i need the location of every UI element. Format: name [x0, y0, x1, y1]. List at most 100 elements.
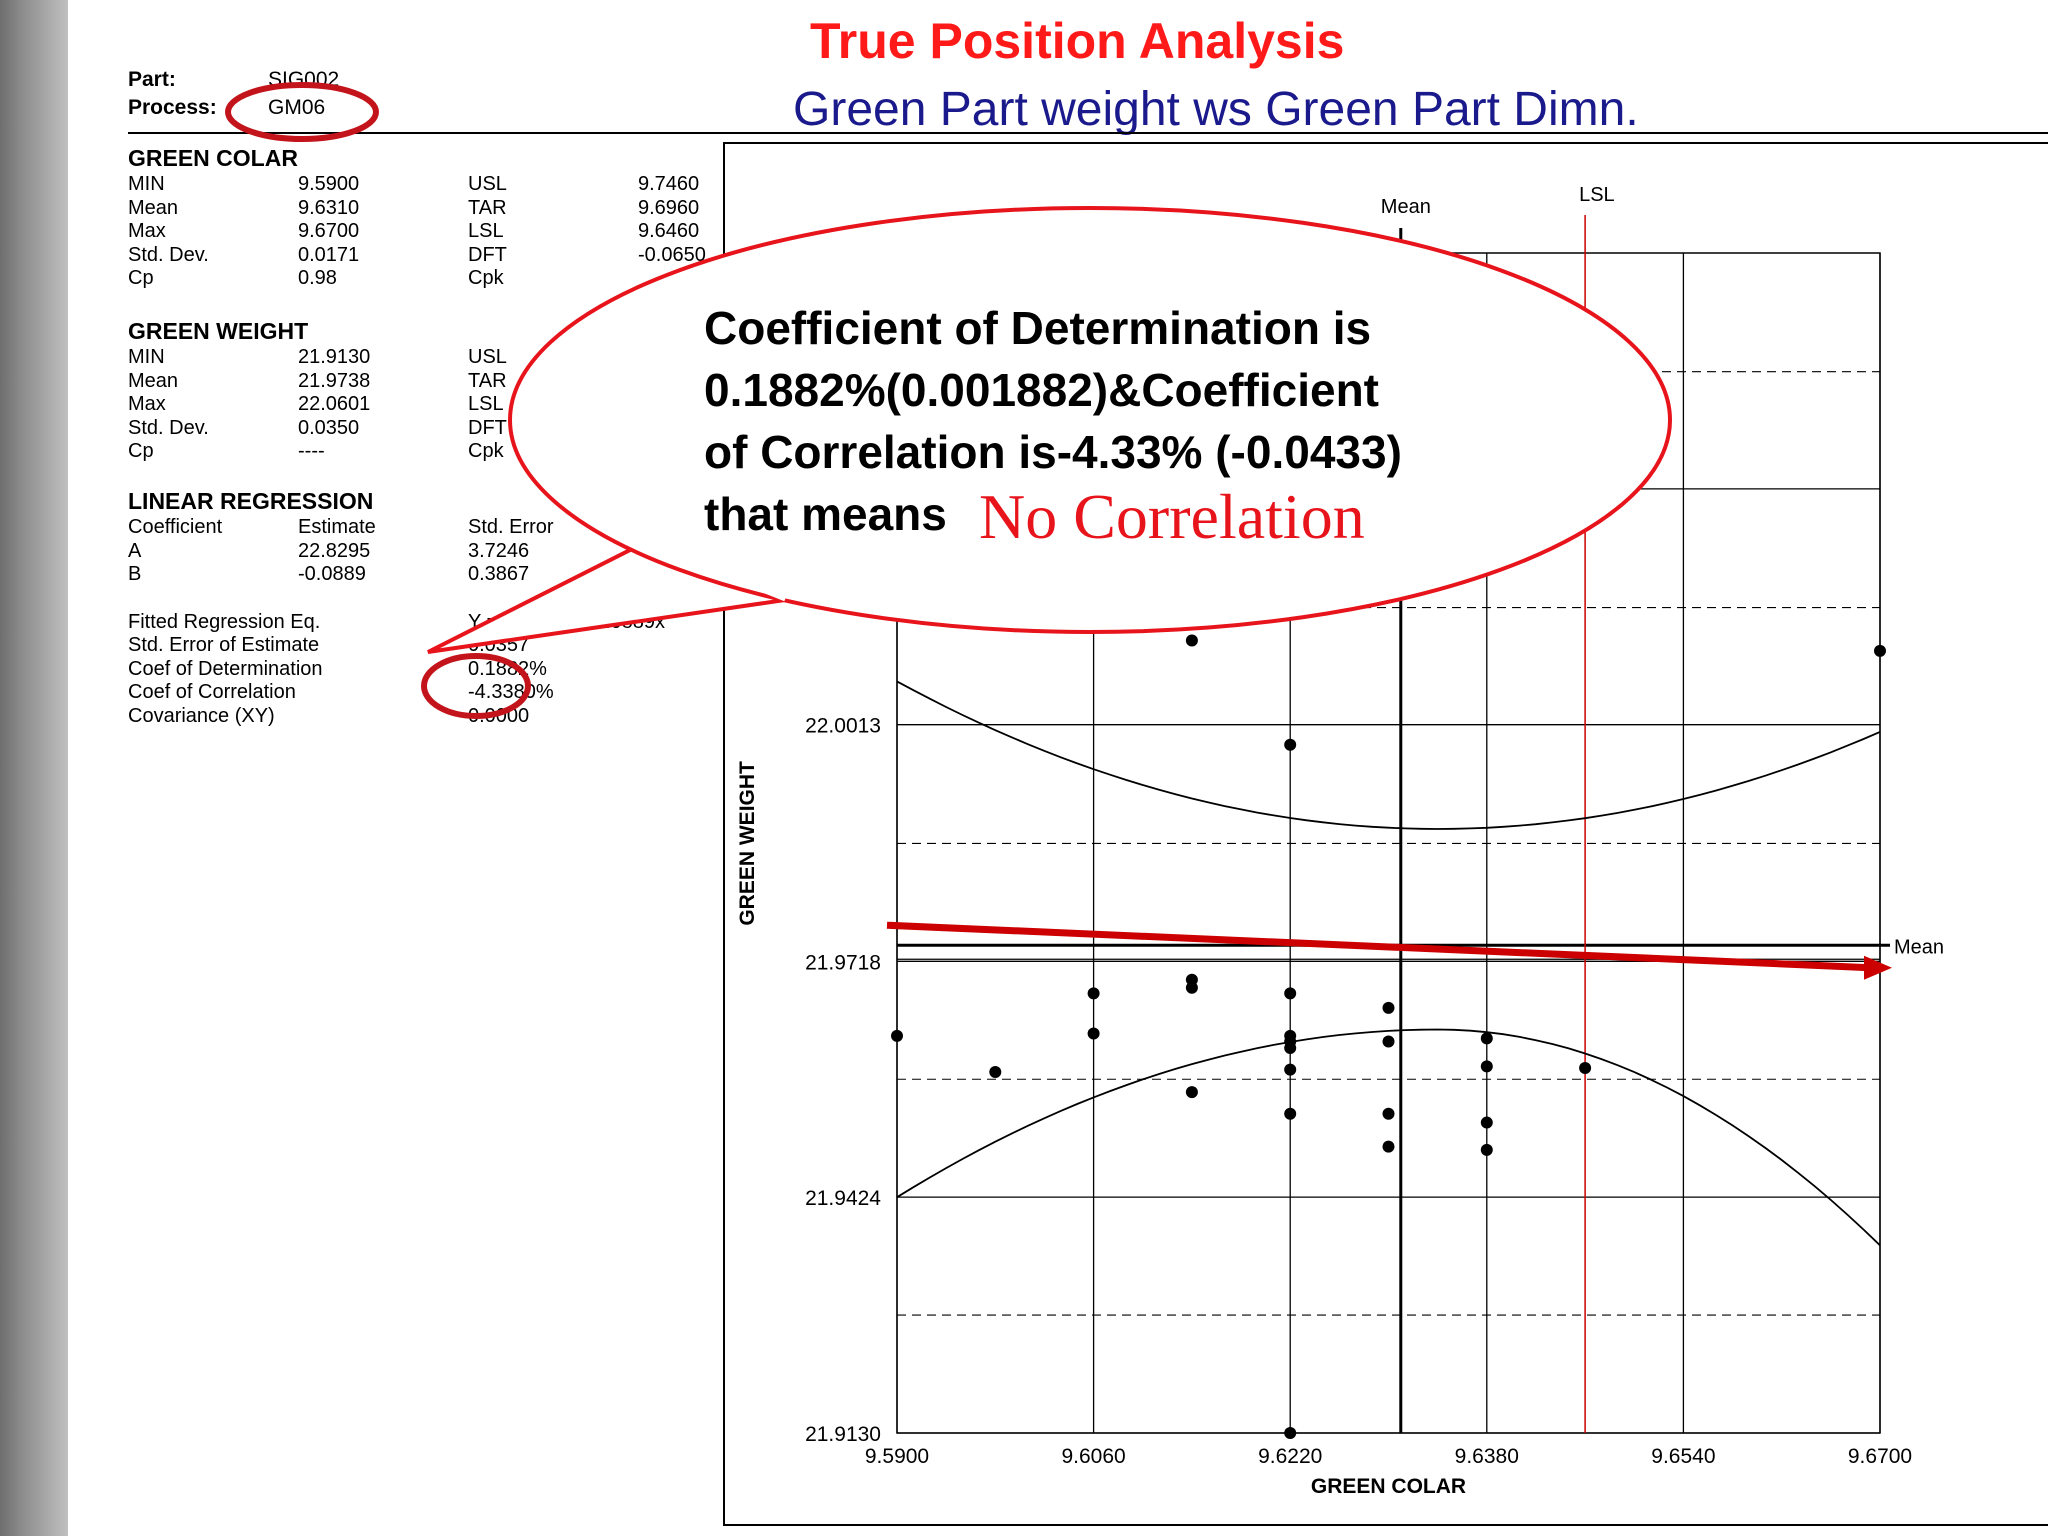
- lr-cell-c3: 3.7246: [468, 539, 530, 562]
- green-colar-v2: -0.0650: [638, 243, 706, 266]
- data-point: [1382, 1035, 1395, 1048]
- green-colar-k2: Cpk: [468, 267, 504, 289]
- green-colar-v2: 9.6960: [638, 196, 700, 219]
- data-point: [1284, 1427, 1297, 1439]
- green-weight-k1: Cp: [128, 440, 154, 462]
- y-tick-label: 21.9130: [805, 1423, 881, 1446]
- callout-joint: [639, 535, 788, 602]
- lr-coefficient-row: A 22.8295 3.7246: [128, 540, 708, 564]
- callout-bubble: [508, 206, 1672, 634]
- data-point: [1480, 1116, 1493, 1129]
- data-point: [1185, 981, 1198, 994]
- lr-stat-row: Coef of Correlation -4.3380%: [128, 681, 708, 705]
- green-weight-k1: Max: [128, 393, 166, 415]
- data-point: [1087, 987, 1100, 1000]
- green-weight-k2: USL: [468, 346, 507, 368]
- green-colar-row: Cp 0.98 Cpk: [128, 267, 708, 291]
- data-point: [1579, 1062, 1592, 1075]
- green-weight-row: Max 22.0601 LSL: [128, 393, 708, 417]
- callout-line-4: that means: [704, 488, 947, 540]
- data-point: [1382, 1001, 1395, 1014]
- lr-header-row: Coefficient Estimate Std. Error: [128, 516, 708, 540]
- green-weight-v1: 0.0350: [298, 416, 360, 439]
- x-tick-label: 9.6380: [1455, 1445, 1519, 1468]
- green-colar-row: Std. Dev. 0.0171 DFT -0.0650: [128, 244, 708, 268]
- green-weight-v1: 21.9130: [298, 346, 371, 368]
- upper-confidence-band: [896, 680, 1881, 830]
- green-weight-row: MIN 21.9130 USL: [128, 346, 708, 370]
- lr-stat-label: Fitted Regression Eq.: [128, 610, 321, 633]
- green-weight-k1: Mean: [128, 369, 179, 392]
- process-value: GM06: [268, 96, 326, 119]
- lr-header-estimate: Estimate: [298, 516, 376, 538]
- part-label: Part:: [128, 68, 176, 91]
- data-point: [1480, 1032, 1493, 1045]
- lr-stat-label: Covariance (XY): [128, 704, 275, 727]
- green-weight-section: GREEN WEIGHT MIN 21.9130 USL Mean 21.9738 TAR…: [128, 319, 708, 464]
- green-colar-k2: USL: [468, 173, 507, 195]
- green-weight-k2: DFT: [468, 416, 507, 439]
- data-point: [1284, 738, 1297, 751]
- data-point: [1284, 1041, 1297, 1054]
- y-tick-label: 21.9718: [805, 951, 881, 974]
- green-colar-k1: Mean: [128, 196, 179, 219]
- y-tick-label: 22.0013: [805, 715, 881, 738]
- data-point: [1185, 1086, 1198, 1099]
- x-tick-label: 9.6540: [1651, 1445, 1715, 1468]
- callout-text: Coefficient of Determination is 0.1882%(…: [704, 297, 1402, 545]
- green-colar-k1: Max: [128, 220, 166, 242]
- green-colar-title: GREEN COLAR: [128, 145, 298, 171]
- green-colar-k2: DFT: [468, 243, 507, 266]
- lr-header-std-error: Std. Error: [468, 516, 554, 538]
- data-point: [1480, 1060, 1493, 1073]
- green-colar-k1: Cp: [128, 267, 154, 289]
- green-colar-k2: LSL: [468, 220, 504, 242]
- lr-cell-c2: 22.8295: [298, 539, 371, 562]
- green-colar-k2: TAR: [468, 196, 507, 219]
- coefficient-highlight-circle: [421, 653, 531, 719]
- y-mean-label: Mean: [1894, 936, 1944, 958]
- linear-regression-title: LINEAR REGRESSION: [128, 488, 374, 514]
- lr-cell-c2: -0.0889: [298, 563, 366, 585]
- x-tick-label: 9.6220: [1258, 1445, 1322, 1468]
- green-colar-v1: 9.6700: [298, 220, 360, 242]
- green-weight-k1: Std. Dev.: [128, 416, 209, 439]
- green-colar-v1: 9.6310: [298, 196, 360, 219]
- green-colar-v1: 9.5900: [298, 173, 360, 195]
- lower-confidence-band: [896, 1028, 1881, 1246]
- data-point: [891, 1029, 903, 1042]
- data-point: [1284, 1107, 1297, 1120]
- lr-stat-value: -4.3380%: [468, 681, 554, 703]
- y-axis-label: GREEN WEIGHT: [736, 761, 759, 926]
- data-point: [1284, 1063, 1297, 1076]
- chart-frame: [723, 142, 2048, 1526]
- header-divider: [128, 132, 2048, 134]
- lsl-label: LSL: [1579, 184, 1615, 206]
- x-tick-label: 9.5900: [865, 1445, 929, 1468]
- page-title: True Position Analysis: [810, 13, 1345, 69]
- lr-stat-label: Std. Error of Estimate: [128, 634, 320, 656]
- lr-stat-label: Coef of Determination: [128, 657, 323, 680]
- data-point: [1185, 634, 1198, 647]
- green-colar-v2: 9.6460: [638, 220, 700, 242]
- data-point: [1382, 1107, 1395, 1120]
- green-weight-k2: TAR: [468, 369, 507, 392]
- green-weight-row: Std. Dev. 0.0350 DFT: [128, 417, 708, 441]
- x-mean-label: Mean: [1381, 196, 1431, 218]
- green-colar-v1: 0.0171: [298, 243, 360, 266]
- x-tick-label: 9.6700: [1848, 1445, 1912, 1468]
- lr-cell-c3: 0.3867: [468, 563, 530, 585]
- data-point: [1874, 644, 1886, 657]
- green-colar-v2: 9.7460: [638, 173, 700, 195]
- data-point: [1382, 1140, 1395, 1153]
- callout-line-3: of Correlation is-4.33% (-0.0433): [704, 426, 1402, 478]
- part-info: Part: SIG002 Process: GM06: [128, 66, 339, 122]
- data-point: [989, 1066, 1002, 1079]
- x-tick-label: 9.6060: [1061, 1445, 1125, 1468]
- page-subtitle: Green Part weight ws Green Part Dimn.: [793, 83, 1639, 136]
- green-weight-k2: LSL: [468, 393, 504, 415]
- lr-header-coefficient: Coefficient: [128, 516, 223, 538]
- process-label: Process:: [128, 96, 217, 119]
- callout-line-1: Coefficient of Determination is: [704, 302, 1372, 354]
